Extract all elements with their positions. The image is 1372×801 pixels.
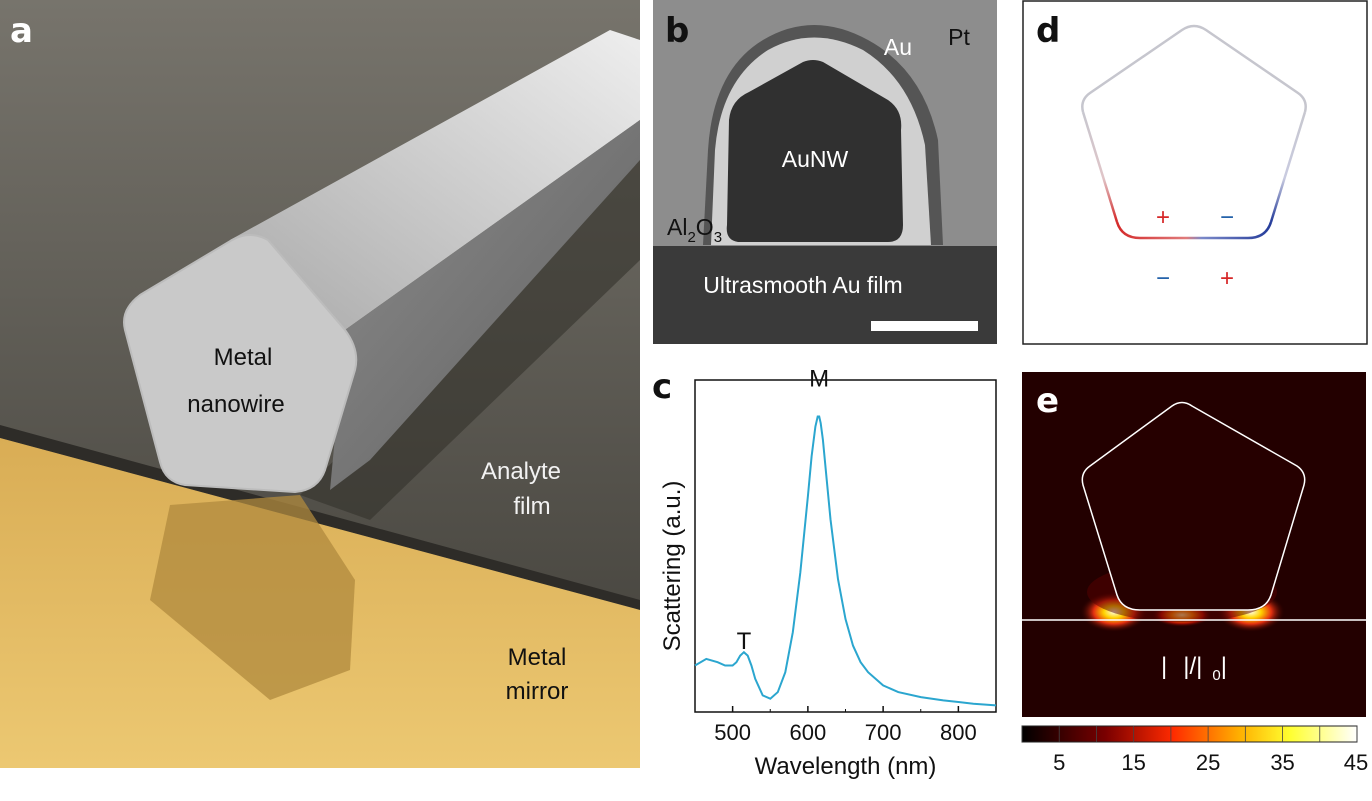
scattering-chart: 500 600 700 800 T M Wavelength (nm) Scattering … xyxy=(659,366,997,780)
minus-bottom: − xyxy=(1156,265,1170,292)
panel-label-b: b xyxy=(665,11,690,51)
panel-label-e: e xyxy=(1036,381,1060,421)
panel-label-c: c xyxy=(652,367,673,407)
field-map: | |/| 0| xyxy=(1022,372,1366,717)
nanowire-outline-right xyxy=(1269,111,1307,223)
nanowire-outline-left xyxy=(1081,111,1119,223)
peak-label-t: T xyxy=(737,628,752,655)
wire-reflection xyxy=(150,495,355,700)
colorbar-svg: 5 15 25 35 45 xyxy=(1021,725,1368,775)
peak-label-m: M xyxy=(809,366,829,393)
mirror-label-1: Metal xyxy=(508,644,567,671)
y-axis-label: Scattering (a.u.) xyxy=(659,481,686,652)
panel-e: | |/| 0| e xyxy=(1022,372,1366,717)
colorbar-tick-label: 35 xyxy=(1270,750,1294,775)
wire-label-1: Metal xyxy=(214,344,273,371)
nanowire-outline-bottom xyxy=(1115,221,1273,240)
minus-top: − xyxy=(1220,204,1234,231)
x-tick-label: 600 xyxy=(790,720,827,745)
x-tick-label: 700 xyxy=(865,720,902,745)
panel-label-a: a xyxy=(10,11,33,51)
film-label-2: film xyxy=(513,493,550,520)
panel-c: 500 600 700 800 T M Wavelength (nm) Scattering … xyxy=(650,360,1000,801)
al2o3-label: Al2O3 xyxy=(667,214,722,246)
colorbar-tick-label: 5 xyxy=(1053,750,1065,775)
pt-label: Pt xyxy=(948,24,970,50)
x-tick-label: 500 xyxy=(714,720,751,745)
colorbar-tick-label: 15 xyxy=(1121,750,1145,775)
colorbar-tick-label: 45 xyxy=(1344,750,1368,775)
field-label: | |/| 0| xyxy=(1161,653,1227,684)
film-label-1: Analyte xyxy=(481,458,561,485)
x-axis-label: Wavelength (nm) xyxy=(755,753,937,780)
colorbar: 5 15 25 35 45 xyxy=(1018,722,1372,801)
charge-diagram: + − − + xyxy=(1022,0,1368,345)
au-film-label: Ultrasmooth Au film xyxy=(703,272,902,298)
nanowire-outline xyxy=(1081,401,1306,611)
panel-label-d: d xyxy=(1036,11,1061,51)
mirror-label-2: mirror xyxy=(506,678,569,705)
wire-end-face xyxy=(123,234,358,494)
panel-d-frame xyxy=(1022,0,1368,345)
tem-image: Au Pt AuNW Al2O3 Ultrasmooth Au film xyxy=(653,0,997,344)
plus-bottom: + xyxy=(1220,265,1234,292)
panel-b: Au Pt AuNW Al2O3 Ultrasmooth Au film b xyxy=(653,0,997,344)
plus-top: + xyxy=(1156,204,1170,231)
au-label: Au xyxy=(884,34,912,60)
panel-a-illustration: Metal nanowire Analyte film Metal mirror xyxy=(0,0,640,768)
scale-bar xyxy=(871,321,978,331)
aunw-label: AuNW xyxy=(782,146,849,172)
wire-top-face xyxy=(230,30,640,330)
wire-side-face xyxy=(330,120,640,490)
x-tick-label: 800 xyxy=(940,720,977,745)
scattering-curve xyxy=(694,415,997,707)
wire-label-2: nanowire xyxy=(187,391,284,418)
film-edge xyxy=(0,425,640,610)
nanowire-outline-top xyxy=(1081,24,1307,113)
colorbar-gradient xyxy=(1021,725,1358,743)
panel-a: Metal nanowire Analyte film Metal mirror… xyxy=(0,0,640,768)
colorbar-tick-label: 25 xyxy=(1196,750,1220,775)
aunw-core xyxy=(726,60,903,242)
chart-frame xyxy=(694,379,997,713)
panel-d: + − − + d xyxy=(1022,0,1368,345)
